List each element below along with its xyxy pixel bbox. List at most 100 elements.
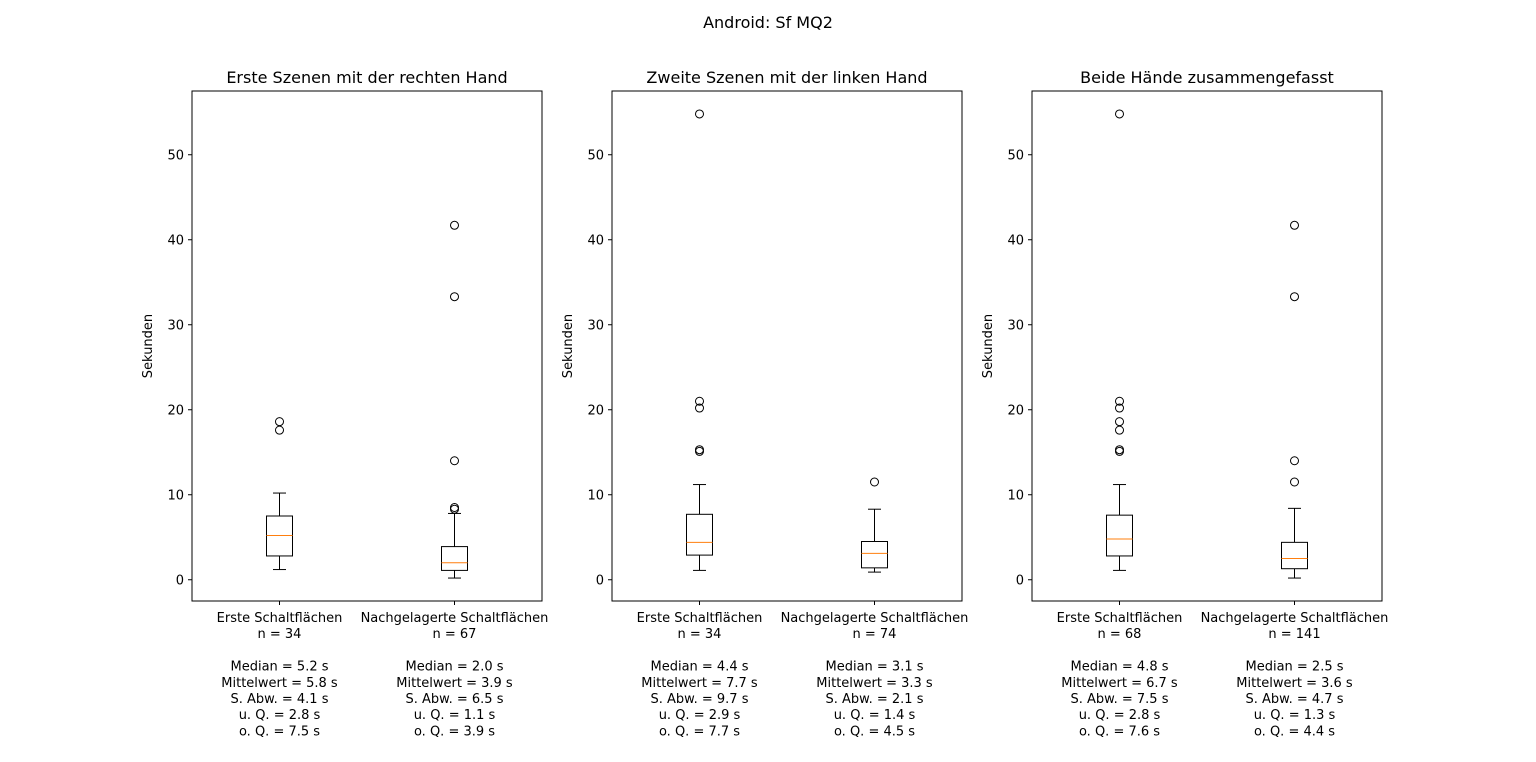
y-tick-label: 20 bbox=[1007, 403, 1024, 418]
x-tick-label-line: Mittelwert = 3.3 s bbox=[816, 676, 933, 691]
outlier-point bbox=[1290, 477, 1299, 487]
x-tick-label-line: o. Q. = 3.9 s bbox=[414, 724, 495, 739]
x-tick-label-line: Median = 4.8 s bbox=[1070, 660, 1168, 675]
y-tick-label: 30 bbox=[167, 318, 184, 333]
y-tick-label: 20 bbox=[587, 403, 604, 418]
iqr-box bbox=[1106, 514, 1133, 557]
chart-panel-1: Erste Szenen mit der rechten Hand Sekunde… bbox=[141, 68, 548, 739]
y-tick-label: 30 bbox=[1007, 318, 1024, 333]
outlier-point bbox=[695, 109, 704, 119]
x-tick-label-line: Median = 2.5 s bbox=[1245, 660, 1343, 675]
x-tick-label-line: n = 67 bbox=[433, 627, 477, 642]
y-axis-label: Sekunden bbox=[981, 314, 996, 378]
box-plot-2 bbox=[861, 477, 888, 573]
x-tick-label-line: u. Q. = 1.4 s bbox=[834, 708, 916, 723]
x-tick-label: Nachgelagerte Schaltflächen n = 67 Median … bbox=[361, 611, 549, 739]
y-tick-label: 20 bbox=[167, 403, 184, 418]
outlier-point bbox=[1115, 445, 1124, 455]
x-tick-label-line: S. Abw. = 6.5 s bbox=[406, 692, 504, 707]
y-tick-label: 50 bbox=[1007, 148, 1024, 163]
x-tick-label-line: n = 68 bbox=[1098, 627, 1142, 642]
x-tick-label-line: Median = 5.2 s bbox=[230, 660, 328, 675]
outlier-point bbox=[1290, 456, 1299, 466]
outlier-point bbox=[450, 456, 459, 466]
chart-title: Zweite Szenen mit der linken Hand bbox=[646, 68, 927, 87]
x-tick-label-line: o. Q. = 7.6 s bbox=[1079, 724, 1160, 739]
y-tick-label: 50 bbox=[587, 148, 604, 163]
x-tick-label-line: Mittelwert = 3.6 s bbox=[1236, 676, 1353, 691]
y-tick-label: 0 bbox=[1016, 573, 1024, 588]
box-plot-2 bbox=[441, 220, 468, 579]
iqr-box bbox=[861, 541, 888, 569]
outlier-point bbox=[1115, 403, 1124, 413]
x-tick-label-line: u. Q. = 2.8 s bbox=[239, 708, 321, 723]
y-axis-label: Sekunden bbox=[141, 314, 156, 378]
y-tick-label: 30 bbox=[587, 318, 604, 333]
x-tick-label-line: u. Q. = 1.1 s bbox=[414, 708, 496, 723]
chart-title: Beide Hände zusammengefasst bbox=[1080, 68, 1334, 87]
x-tick-label-line: Median = 3.1 s bbox=[825, 660, 923, 675]
x-tick-label-line: n = 141 bbox=[1268, 627, 1320, 642]
x-tick-label-line: Median = 2.0 s bbox=[405, 660, 503, 675]
box-plot-2 bbox=[1281, 220, 1308, 579]
outlier-point bbox=[695, 396, 704, 406]
chart-panel-2: Zweite Szenen mit der linken Hand Sekunde… bbox=[561, 68, 968, 739]
y-tick-label: 40 bbox=[587, 233, 604, 248]
outlier-point bbox=[450, 503, 459, 512]
x-tick-label-line: n = 34 bbox=[678, 627, 722, 642]
y-tick-label: 10 bbox=[587, 488, 604, 503]
outlier-point bbox=[1115, 396, 1124, 406]
outlier-point bbox=[695, 445, 704, 455]
x-tick-label-line: n = 34 bbox=[258, 627, 302, 642]
outlier-point bbox=[1115, 425, 1124, 435]
outlier-point bbox=[275, 425, 284, 435]
x-tick-label-line: u. Q. = 2.8 s bbox=[1079, 708, 1161, 723]
x-tick-label-line: Nachgelagerte Schaltflächen bbox=[781, 611, 969, 626]
x-tick-label-line: S. Abw. = 7.5 s bbox=[1071, 692, 1169, 707]
iqr-box bbox=[1281, 541, 1308, 570]
x-tick-label-line: S. Abw. = 2.1 s bbox=[826, 692, 924, 707]
x-tick-label-line: Nachgelagerte Schaltflächen bbox=[1201, 611, 1389, 626]
iqr-box bbox=[441, 546, 468, 571]
y-axis-label: Sekunden bbox=[561, 314, 576, 378]
x-tick-label-line: Mittelwert = 7.7 s bbox=[641, 676, 758, 691]
x-tick-label-line: S. Abw. = 9.7 s bbox=[651, 692, 749, 707]
y-tick-label: 10 bbox=[167, 488, 184, 503]
x-tick-label-line: Erste Schaltflächen bbox=[1057, 611, 1183, 626]
x-tick-label-line: S. Abw. = 4.7 s bbox=[1246, 692, 1344, 707]
box-plot-1 bbox=[686, 109, 713, 571]
chart-panel-3: Beide Hände zusammengefasst Sekunden 0 10 20… bbox=[981, 68, 1388, 739]
y-tick-label: 0 bbox=[176, 573, 184, 588]
outlier-point bbox=[450, 220, 459, 230]
x-tick-label-line: Mittelwert = 5.8 s bbox=[221, 676, 338, 691]
x-tick-label-line: o. Q. = 4.4 s bbox=[1254, 724, 1335, 739]
outlier-point bbox=[870, 477, 879, 487]
x-tick-label-line: Erste Schaltflächen bbox=[637, 611, 763, 626]
outlier-point bbox=[1290, 220, 1299, 230]
outlier-point bbox=[1290, 292, 1299, 302]
figure-title: Android: Sf MQ2 bbox=[703, 13, 833, 32]
x-tick-label-line: Mittelwert = 3.9 s bbox=[396, 676, 513, 691]
outlier-point bbox=[1115, 109, 1124, 119]
x-tick-label-line: u. Q. = 1.3 s bbox=[1254, 708, 1336, 723]
axes-frame bbox=[1031, 90, 1383, 602]
x-tick-label-line: Nachgelagerte Schaltflächen bbox=[361, 611, 549, 626]
outlier-point bbox=[275, 417, 284, 427]
outlier-point bbox=[1115, 417, 1124, 427]
outlier-point bbox=[450, 292, 459, 302]
y-tick-label: 10 bbox=[1007, 488, 1024, 503]
chart-title: Erste Szenen mit der rechten Hand bbox=[226, 68, 507, 87]
axes-frame bbox=[191, 90, 543, 602]
y-tick-label: 0 bbox=[596, 573, 604, 588]
x-tick-label: Nachgelagerte Schaltflächen n = 74 Median … bbox=[781, 611, 969, 739]
x-tick-label-line: Median = 4.4 s bbox=[650, 660, 748, 675]
y-tick-label: 40 bbox=[167, 233, 184, 248]
x-tick-label-line: o. Q. = 7.5 s bbox=[239, 724, 320, 739]
x-tick-label-line: u. Q. = 2.9 s bbox=[659, 708, 741, 723]
iqr-box bbox=[686, 513, 713, 556]
x-tick-label-line: Erste Schaltflächen bbox=[217, 611, 343, 626]
